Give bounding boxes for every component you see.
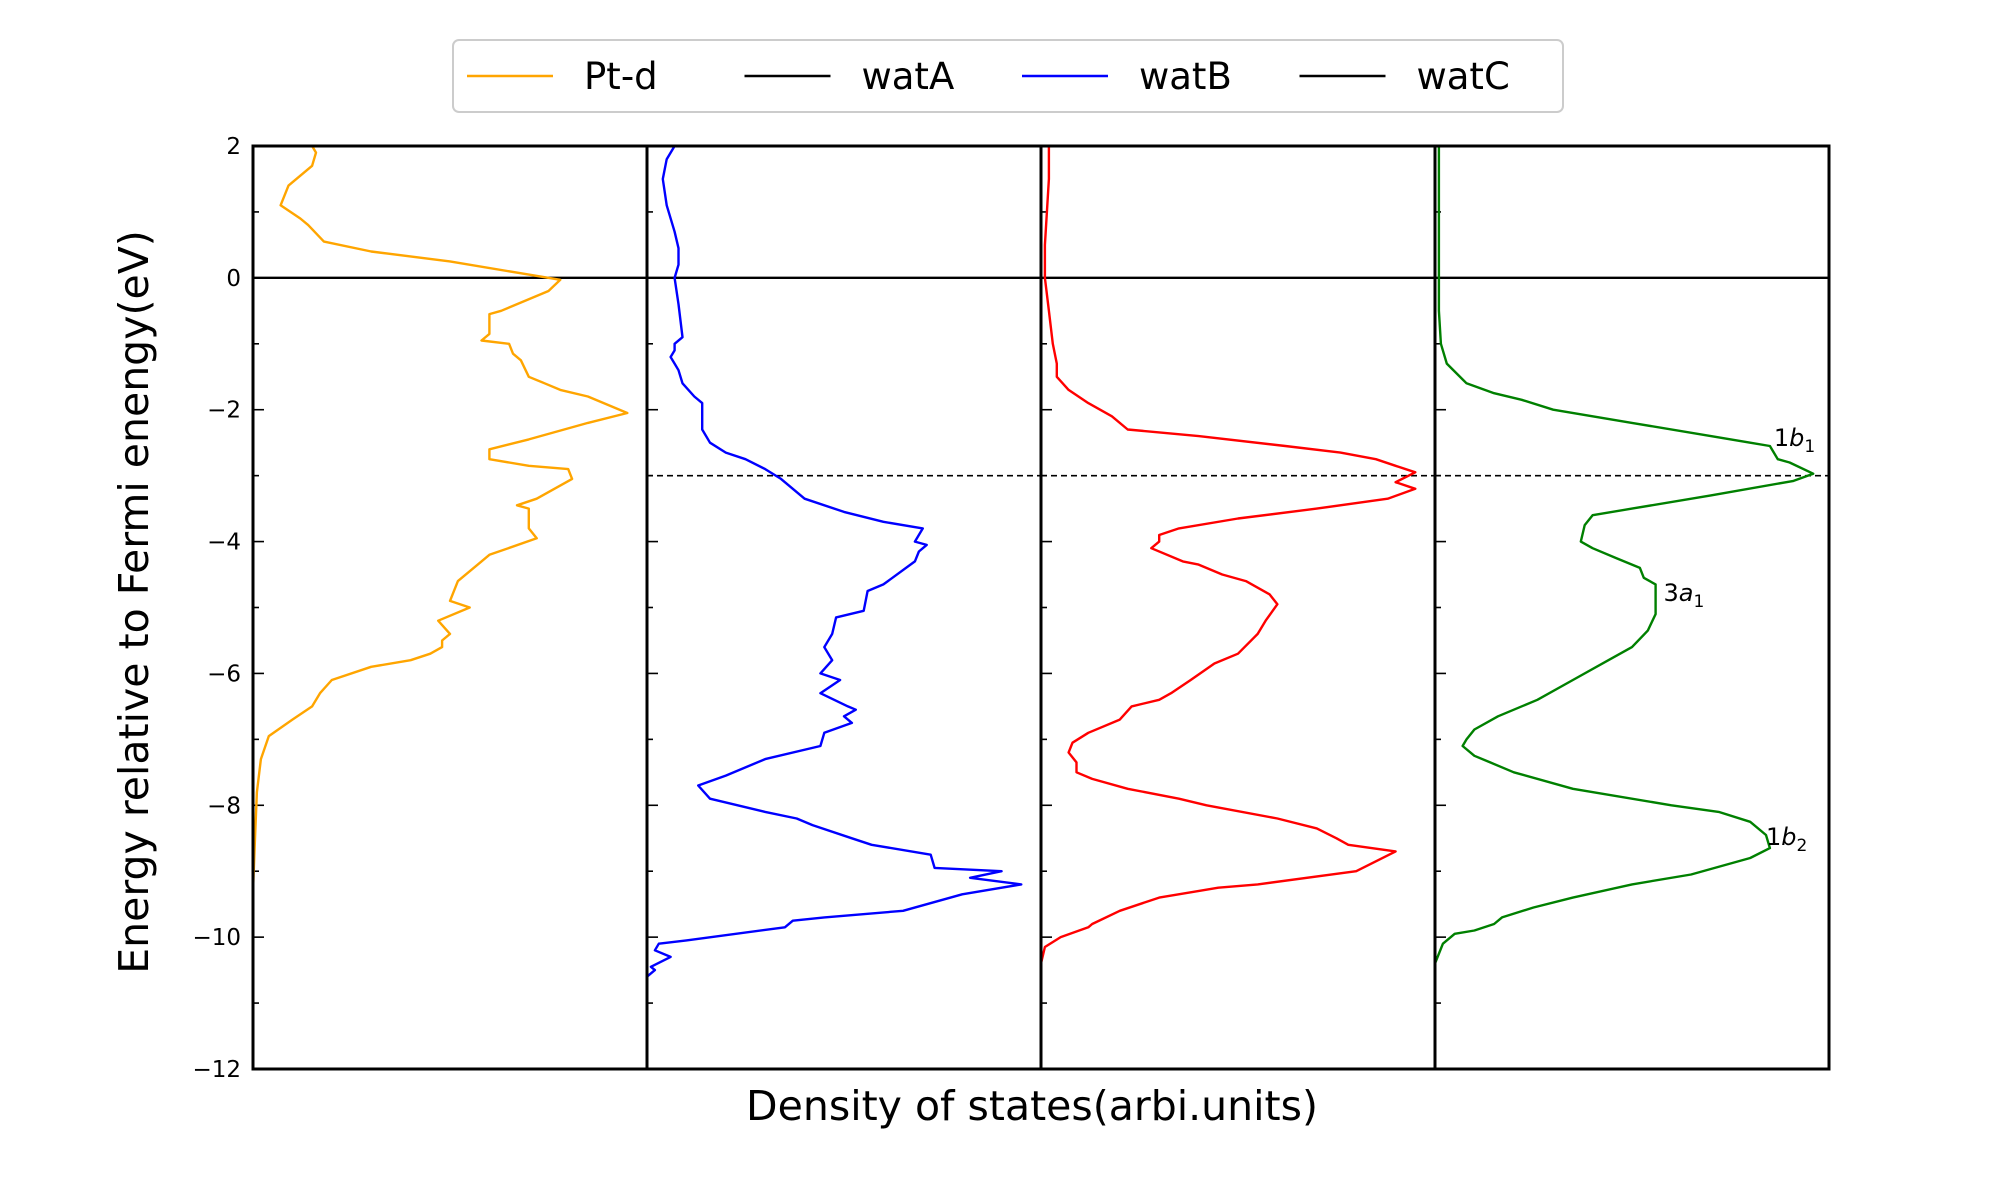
panel-wata xyxy=(645,144,1043,1071)
peak-annotation: 1b2 xyxy=(1766,823,1807,856)
panel-frame xyxy=(1433,144,1831,1071)
panel-watc xyxy=(1433,144,1831,1071)
dos-curve-watb xyxy=(1039,146,1417,964)
legend-label-wata: watA xyxy=(862,55,955,98)
y-axis: 2 0 −2 −4 −6 −8 −10 −12 xyxy=(192,134,241,1083)
y-tick-label: −12 xyxy=(192,1057,241,1083)
y-tick-label: −6 xyxy=(207,661,241,687)
y-axis-title: Energy relative to Fermi enengy(eV) xyxy=(110,230,158,974)
peak-annotation: 3a1 xyxy=(1664,579,1705,612)
y-tick-label: −8 xyxy=(207,793,241,819)
panel-watb xyxy=(1039,144,1437,1071)
x-axis-title: Density of states(arbi.units) xyxy=(746,1082,1318,1130)
dos-curve-wata xyxy=(646,145,1023,978)
y-tick-label: −10 xyxy=(192,925,241,951)
panel-frame xyxy=(251,144,649,1071)
dos-curve-pt-d xyxy=(251,145,629,892)
legend-box xyxy=(452,39,1564,113)
dos-curve-watc xyxy=(1433,146,1815,964)
panel-frame xyxy=(1039,144,1437,1071)
y-tick-label: −2 xyxy=(207,398,241,424)
y-tick-label: 2 xyxy=(226,134,241,160)
y-tick-label: 0 xyxy=(226,266,241,292)
panels: 1b1 3a1 1b2 xyxy=(251,144,1831,1071)
legend-label-watc: watC xyxy=(1417,55,1510,98)
peak-annotation: 1b1 xyxy=(1774,424,1815,457)
legend: Pt-d watA watB watC xyxy=(452,39,1564,113)
panel-frame xyxy=(645,144,1043,1071)
legend-label-pt-d: Pt-d xyxy=(584,55,658,98)
panel-pt-d xyxy=(251,144,649,1071)
legend-label-watb: watB xyxy=(1139,55,1232,98)
y-tick-label: −4 xyxy=(207,530,241,556)
